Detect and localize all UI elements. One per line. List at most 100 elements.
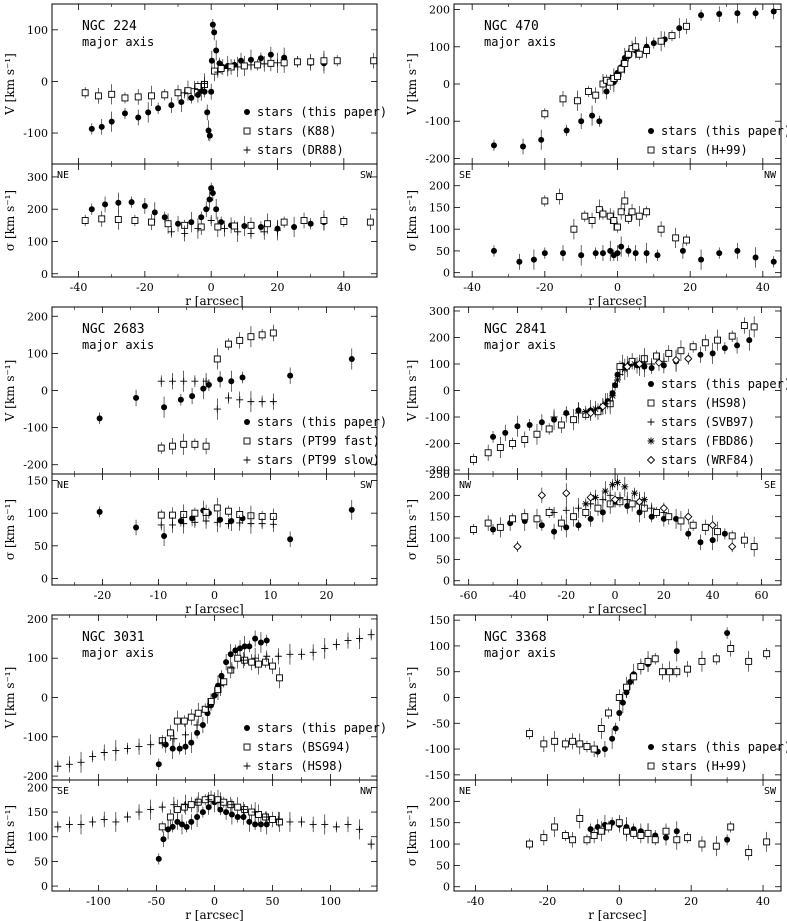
- legend-entry: stars (SVB97): [661, 415, 755, 429]
- sigma-tick-label: 100: [429, 838, 450, 851]
- sigma-point: [484, 519, 492, 527]
- sigma-point: [537, 491, 546, 500]
- sigma-point: [300, 217, 308, 224]
- velocity-point: [621, 60, 629, 67]
- sigma-point: [684, 834, 692, 842]
- velocity-point: [214, 68, 222, 76]
- velocity-point: [348, 355, 355, 362]
- sigma-point: [194, 225, 202, 233]
- sigma-point: [651, 836, 659, 844]
- velocity-point: [551, 737, 559, 745]
- velocity-point: [89, 752, 97, 760]
- velocity-point: [96, 415, 103, 422]
- velocity-point: [592, 405, 600, 413]
- velocity-point: [211, 29, 218, 36]
- sigma-point: [635, 212, 643, 220]
- v-axis-label: V [km s⁻¹]: [405, 53, 419, 116]
- sigma-point: [213, 504, 221, 512]
- sigma-point: [607, 247, 614, 254]
- velocity-point: [240, 656, 248, 664]
- velocity-point: [227, 666, 235, 674]
- velocity-point: [721, 345, 728, 352]
- velocity-point: [247, 398, 255, 406]
- velocity-point: [88, 125, 95, 132]
- sigma-point: [581, 212, 589, 220]
- sigma-point: [595, 206, 603, 214]
- sigma-tick-label: 100: [27, 235, 48, 248]
- velocity-point: [232, 647, 239, 654]
- velocity-point: [561, 740, 569, 748]
- velocity-point: [606, 78, 614, 86]
- side-label-right: SE: [764, 480, 776, 491]
- velocity-point: [276, 674, 283, 682]
- v-tick-label: -50: [432, 717, 450, 730]
- sigma-axis-label: σ [km s⁻¹]: [405, 499, 419, 560]
- velocity-point: [574, 409, 582, 417]
- sigma-tick-label: 200: [27, 203, 48, 216]
- sigma-tick-label: 150: [429, 511, 450, 524]
- axis-name: major axis: [82, 35, 154, 49]
- velocity-point: [236, 336, 244, 344]
- velocity-point: [643, 47, 651, 54]
- velocity-point: [191, 440, 199, 448]
- v-tick-label: 0: [443, 78, 450, 91]
- sigma-point: [367, 840, 375, 848]
- sigma-point: [168, 521, 176, 529]
- sigma-point: [614, 223, 621, 231]
- sigma-axis-label: σ [km s⁻¹]: [3, 190, 17, 251]
- legend-marker: [648, 128, 654, 134]
- sigma-point: [530, 256, 537, 263]
- sigma-point: [623, 496, 631, 504]
- x-tick-label: -40: [467, 895, 485, 908]
- velocity-point: [533, 430, 541, 438]
- panel-ngc-3368: -40 -20 0 20 40 -150 -100 -50 0 50 100 150 0 50 100 150…: [405, 614, 787, 921]
- legend-marker: [647, 146, 655, 154]
- sigma-point: [158, 823, 166, 831]
- legend-marker: [647, 437, 655, 445]
- sigma-point: [276, 818, 283, 826]
- sigma-point: [274, 815, 282, 823]
- side-label-right: SW: [360, 480, 373, 491]
- sigma-point: [236, 519, 244, 527]
- sigma-point: [562, 506, 570, 514]
- velocity-point: [538, 136, 545, 143]
- x-tick-label: 40: [756, 281, 770, 294]
- velocity-point: [216, 682, 224, 690]
- sigma-point: [576, 814, 584, 822]
- velocity-point: [168, 102, 175, 109]
- sigma-point: [81, 217, 89, 224]
- sigma-point: [170, 801, 178, 809]
- sigma-point: [213, 206, 220, 213]
- velocity-point: [148, 92, 155, 100]
- velocity-point: [247, 333, 255, 341]
- sigma-point: [621, 197, 629, 205]
- velocity-point: [673, 648, 680, 655]
- velocity-point: [205, 381, 212, 388]
- velocity-point: [155, 761, 162, 768]
- velocity-point: [684, 665, 692, 673]
- sigma-point: [582, 500, 590, 508]
- velocity-point: [263, 652, 271, 660]
- velocity-point: [654, 358, 664, 367]
- velocity-point: [597, 724, 605, 732]
- velocity-point: [108, 90, 116, 98]
- x-tick-label: 0: [211, 895, 218, 908]
- velocity-point: [309, 648, 317, 656]
- sigma-point: [321, 820, 329, 828]
- sigma-point: [708, 521, 717, 530]
- panel-ngc-470: -40 -20 0 20 40-200-1000100200050100150200r …: [405, 3, 787, 308]
- legend-marker: [243, 456, 251, 464]
- sigma-point: [188, 219, 195, 226]
- sigma-point: [135, 808, 143, 816]
- velocity-point: [728, 332, 736, 340]
- sigma-point: [698, 840, 706, 848]
- x-axis-label: r [arcsec]: [185, 908, 244, 921]
- velocity-point: [191, 85, 199, 93]
- v-tick-label: 200: [429, 331, 450, 344]
- velocity-point: [161, 404, 168, 411]
- sigma-point: [617, 208, 625, 216]
- velocity-point: [223, 659, 230, 666]
- velocity-point: [194, 91, 201, 98]
- legend-marker: [244, 725, 250, 731]
- sigma-point: [123, 813, 131, 821]
